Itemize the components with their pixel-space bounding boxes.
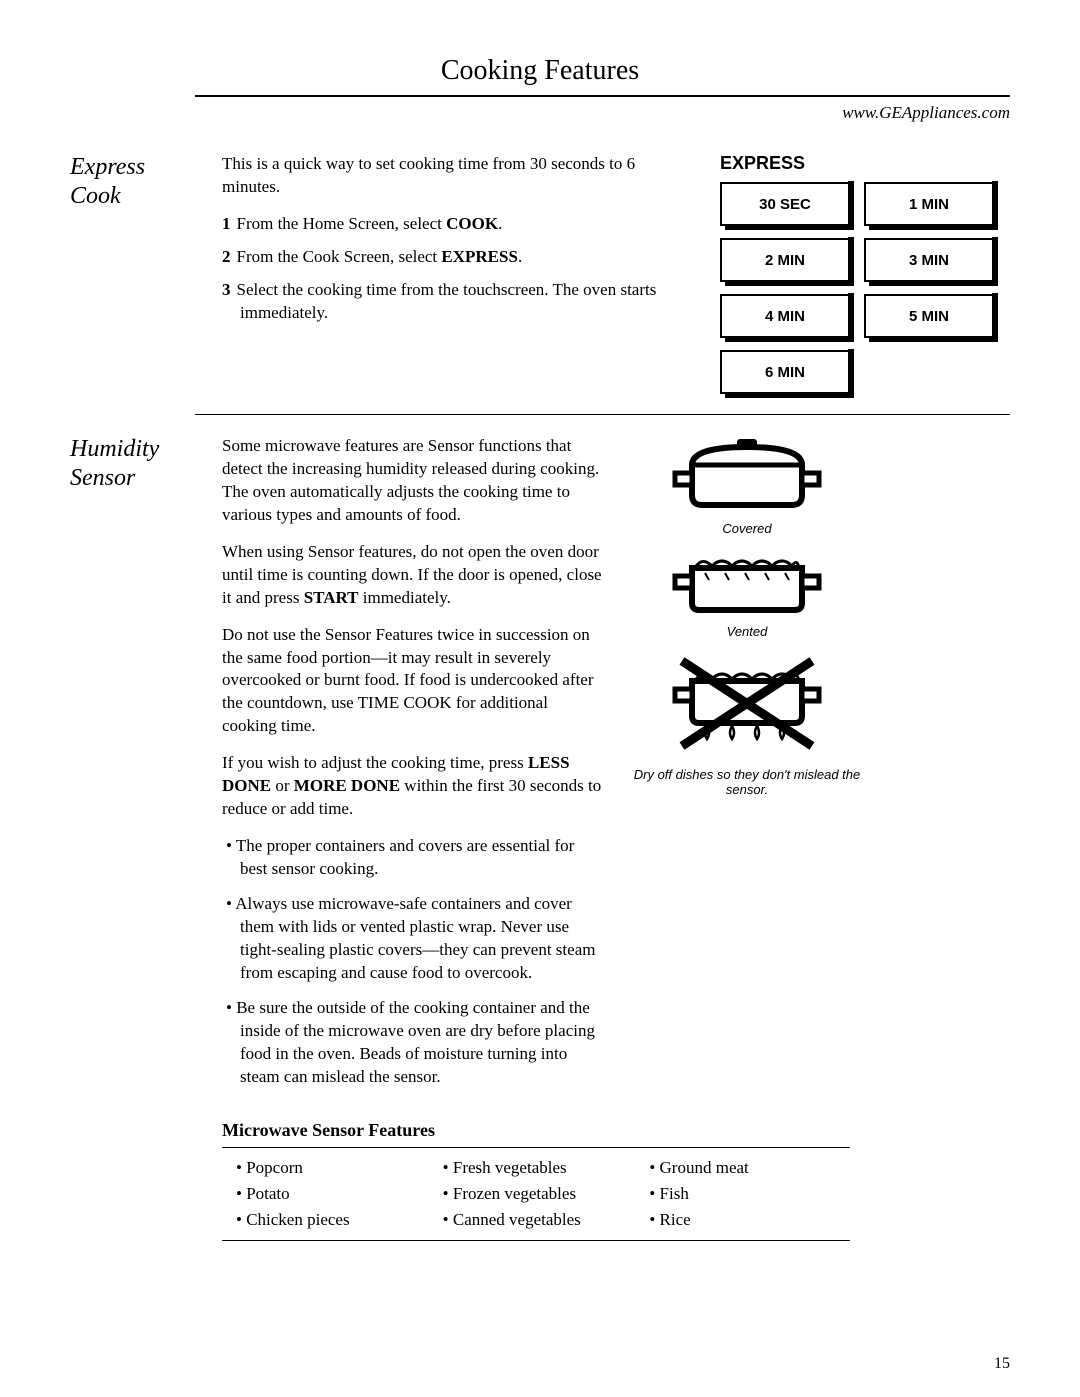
step-item: 1From the Home Screen, select COOK. <box>222 213 690 236</box>
express-1min-button[interactable]: 1 MIN <box>864 182 994 226</box>
express-30sec-button[interactable]: 30 SEC <box>720 182 850 226</box>
humidity-p1: Some microwave features are Sensor funct… <box>222 435 602 527</box>
express-5min-button[interactable]: 5 MIN <box>864 294 994 338</box>
page-number: 15 <box>994 1355 1010 1373</box>
humidity-sensor-section: Humidity Sensor Some microwave features … <box>70 435 1010 1100</box>
humidity-p2: When using Sensor features, do not open … <box>222 541 602 610</box>
sensor-feature-item: Popcorn <box>236 1158 423 1178</box>
page-title: Cooking Features <box>70 55 1010 87</box>
express-cook-section: Express Cook This is a quick way to set … <box>70 153 1010 394</box>
sensor-features-table: Popcorn Fresh vegetables Ground meat Pot… <box>222 1147 850 1241</box>
humidity-bullets: The proper containers and covers are ess… <box>222 835 602 1088</box>
website-url: www.GEAppliances.com <box>70 103 1010 123</box>
vented-dish-icon <box>657 548 837 618</box>
express-steps: 1From the Home Screen, select COOK. 2Fro… <box>222 213 690 325</box>
express-button-grid: 30 SEC 1 MIN 2 MIN 3 MIN 4 MIN 5 MIN 6 M… <box>720 182 1010 394</box>
sensor-feature-item: Potato <box>236 1184 423 1204</box>
sensor-feature-item: Ground meat <box>649 1158 836 1178</box>
sensor-feature-item: Chicken pieces <box>236 1210 423 1230</box>
section-heading-express: Express Cook <box>70 153 200 394</box>
sensor-feature-item: Canned vegetables <box>443 1210 630 1230</box>
express-4min-button[interactable]: 4 MIN <box>720 294 850 338</box>
sensor-feature-item: Rice <box>649 1210 836 1230</box>
express-3min-button[interactable]: 3 MIN <box>864 238 994 282</box>
header-rule <box>195 95 1010 97</box>
bullet-item: The proper containers and covers are ess… <box>222 835 602 881</box>
humidity-p4: If you wish to adjust the cooking time, … <box>222 752 602 821</box>
bullet-item: Always use microwave-safe containers and… <box>222 893 602 985</box>
express-intro: This is a quick way to set cooking time … <box>222 153 690 199</box>
sensor-feature-item: Fresh vegetables <box>443 1158 630 1178</box>
covered-dish-icon <box>657 435 837 515</box>
express-2min-button[interactable]: 2 MIN <box>720 238 850 282</box>
covered-dish-figure: Covered <box>632 435 862 536</box>
covered-caption: Covered <box>722 521 771 536</box>
dry-dish-figure: Dry off dishes so they don't mislead the… <box>632 651 862 797</box>
express-panel-heading: EXPRESS <box>720 153 1010 174</box>
dry-caption: Dry off dishes so they don't mislead the… <box>634 767 860 797</box>
sensor-features-title: Microwave Sensor Features <box>222 1120 850 1141</box>
section-divider <box>195 414 1010 415</box>
vented-caption: Vented <box>727 624 768 639</box>
step-item: 2From the Cook Screen, select EXPRESS. <box>222 246 690 269</box>
sensor-feature-item: Fish <box>649 1184 836 1204</box>
dry-dish-icon <box>657 651 837 761</box>
vented-dish-figure: Vented <box>632 548 862 639</box>
sensor-feature-item: Frozen vegetables <box>443 1184 630 1204</box>
bullet-item: Be sure the outside of the cooking conta… <box>222 997 602 1089</box>
express-6min-button[interactable]: 6 MIN <box>720 350 850 394</box>
humidity-p3: Do not use the Sensor Features twice in … <box>222 624 602 739</box>
section-heading-humidity: Humidity Sensor <box>70 435 200 1100</box>
step-item: 3Select the cooking time from the touchs… <box>222 279 690 325</box>
